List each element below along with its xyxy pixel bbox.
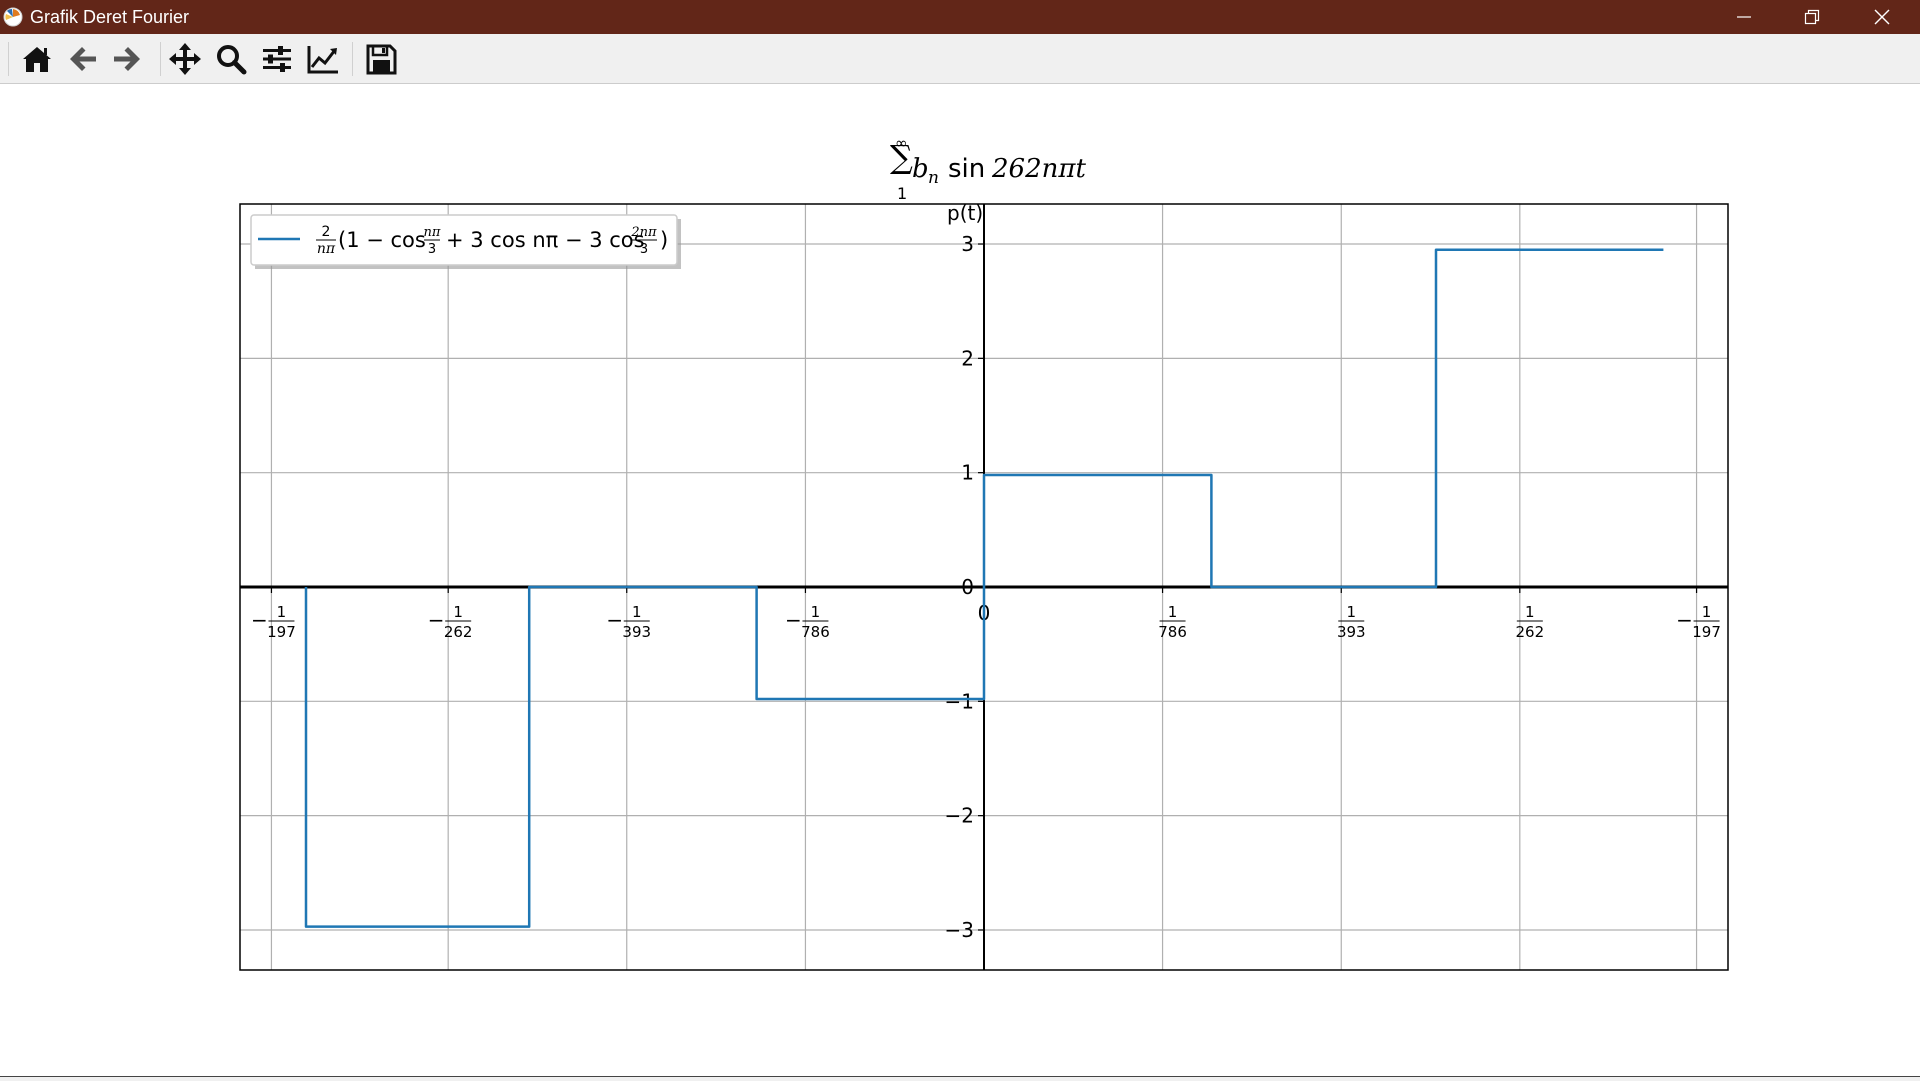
- series-layer: [304, 248, 1664, 928]
- save-floppy-icon: [366, 44, 397, 75]
- toolbar-separator: [8, 42, 9, 76]
- x-tick-numerator: 1: [811, 603, 821, 621]
- x-tick-sign: −: [251, 608, 268, 632]
- back-arrow-icon: [70, 47, 96, 71]
- legend-frac1-num: 2: [322, 224, 331, 240]
- legend-frac3-den: 3: [640, 242, 648, 257]
- edit-axis-icon: [307, 46, 338, 74]
- x-tick-label: −1 262: [428, 603, 473, 641]
- title-sin: sin: [948, 154, 985, 184]
- x-tick-label: −1 393: [606, 603, 651, 641]
- navigation-toolbar: [0, 34, 1920, 84]
- legend-frac2-den: 3: [428, 242, 436, 257]
- status-bar: [0, 1076, 1920, 1081]
- x-tick-denominator: 197: [1692, 623, 1721, 641]
- y-tick-label: 3: [961, 232, 974, 256]
- x-tick-numerator: 1: [1346, 603, 1356, 621]
- x-tick-numerator: 1: [1702, 603, 1712, 621]
- x-tick-numerator: 1: [453, 603, 463, 621]
- minimize-icon: [1737, 16, 1751, 18]
- legend-frac2-num: nπ: [424, 225, 441, 240]
- legend-frac3-num: 2nπ: [630, 225, 657, 240]
- toolbar-separator: [352, 42, 353, 76]
- x-tick-numerator: 1: [632, 603, 642, 621]
- matplotlib-app-icon: [3, 7, 23, 27]
- x-tick-denominator: 393: [1337, 623, 1366, 641]
- title-bar: Grafik Deret Fourier: [0, 0, 1920, 34]
- x-tick-denominator: 197: [267, 623, 296, 641]
- edit-axis-button[interactable]: [306, 42, 340, 76]
- configure-subplots-button[interactable]: [260, 42, 294, 76]
- x-tick-denominator: 786: [1158, 623, 1187, 641]
- x-tick-sign: −: [1676, 608, 1693, 632]
- minimize-button[interactable]: [1714, 0, 1774, 34]
- configure-subplots-icon: [263, 46, 291, 72]
- home-button[interactable]: [20, 42, 54, 76]
- home-icon: [23, 47, 51, 72]
- title-argument: 262nπt: [991, 154, 1086, 184]
- y-tick-labels: 3 2 1 0 −1 −2 −3: [945, 232, 984, 942]
- x-tick-sign: −: [785, 608, 802, 632]
- title-sum-upper: ∞: [895, 134, 908, 152]
- close-icon: [1874, 9, 1890, 25]
- series-line: [304, 248, 1664, 928]
- title-b-sub: n: [928, 168, 939, 188]
- save-button[interactable]: [364, 42, 398, 76]
- title-sum-lower: 1: [897, 184, 907, 203]
- zoom-button[interactable]: [214, 42, 248, 76]
- legend-box: [250, 214, 678, 266]
- y-tick-label: 1: [961, 461, 974, 485]
- forward-button[interactable]: [110, 42, 144, 76]
- zoom-magnifier-icon: [217, 45, 247, 75]
- legend-frac1-den: nπ: [317, 241, 336, 257]
- forward-arrow-icon: [114, 47, 140, 71]
- restore-button[interactable]: [1782, 0, 1842, 34]
- x-tick-sign: −: [428, 608, 445, 632]
- pan-button[interactable]: [168, 42, 202, 76]
- legend-part-c: ): [660, 228, 668, 252]
- x-tick-numerator: 1: [277, 603, 287, 621]
- back-button[interactable]: [66, 42, 100, 76]
- title-sum-sign: ∑: [890, 138, 913, 176]
- title-b: b: [912, 154, 929, 184]
- legend[interactable]: 2 nπ (1 − cos nπ 3 + 3 cos nπ − 3 cos 2n…: [250, 214, 681, 269]
- y-tick-label: −3: [945, 918, 974, 942]
- restore-icon: [1804, 9, 1820, 25]
- window-title: Grafik Deret Fourier: [30, 7, 190, 27]
- y-tick-label: −1: [945, 689, 974, 713]
- toolbar-separator: [160, 42, 161, 76]
- x-tick-denominator: 393: [622, 623, 651, 641]
- y-tick-label: −2: [945, 804, 974, 828]
- x-tick-label: −1 786: [785, 603, 830, 641]
- x-tick-denominator: 262: [444, 623, 473, 641]
- close-button[interactable]: [1852, 0, 1912, 34]
- y-tick-label: 2: [961, 346, 974, 370]
- chart-title: ∑ ∞ 1 b n sin 262nπt: [890, 134, 1086, 203]
- x-tick-denominator: 786: [801, 623, 830, 641]
- x-tick-label: −1 197: [251, 603, 296, 641]
- x-tick-sign: −: [606, 608, 623, 632]
- x-tick-label: −1 197: [1676, 603, 1721, 641]
- x-tick-numerator: 1: [1168, 603, 1178, 621]
- y-axis-label: p(t): [947, 201, 983, 225]
- x-tick-denominator: 262: [1516, 623, 1545, 641]
- legend-part-a: (1 − cos: [338, 228, 426, 252]
- x-tick-numerator: 1: [1525, 603, 1535, 621]
- pan-move-icon: [169, 43, 201, 75]
- y-tick-label: 0: [961, 575, 974, 599]
- legend-part-b: + 3 cos nπ − 3 cos: [446, 228, 645, 252]
